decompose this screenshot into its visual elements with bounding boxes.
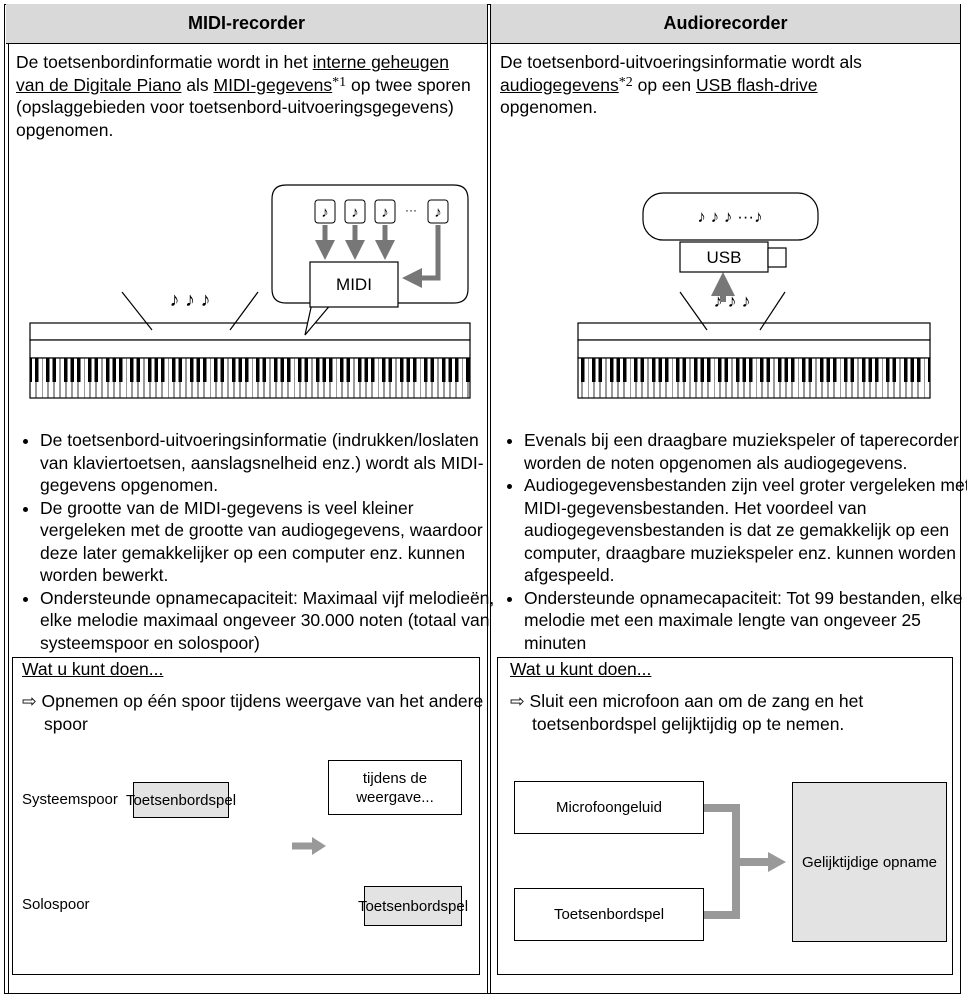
keyboard xyxy=(29,291,471,399)
note: ♪ xyxy=(381,204,389,221)
text: als xyxy=(181,74,214,95)
flow-box: Toetsenbordspel xyxy=(514,888,704,941)
underlined-term: audiogegevens xyxy=(500,74,619,95)
speech-bubble xyxy=(642,192,819,241)
bullet: De toetsenbord-uitvoeringsinformatie (in… xyxy=(40,429,500,497)
note-box xyxy=(344,199,366,224)
footnote-ref: *1 xyxy=(332,74,347,90)
note: ♪ xyxy=(321,204,329,221)
midi-label: MIDI xyxy=(336,275,372,294)
notes: ♪ ♪ ♪ xyxy=(713,291,750,311)
usb-label: USB xyxy=(707,248,742,267)
underlined-term: MIDI-gegevens xyxy=(213,74,333,95)
intro: De toetsenbordinformatie wordt in het in… xyxy=(16,51,478,141)
text: op twee sporen (opslaggebieden voor toet… xyxy=(16,74,471,140)
keyboard xyxy=(577,291,931,399)
arrows xyxy=(315,225,441,288)
box-item: Sluit een microfoon aan om de zang en he… xyxy=(510,690,967,735)
usb-stick xyxy=(679,241,769,273)
track-label: Systeemspoor xyxy=(22,791,118,808)
flow-box: tijdens de weergave... xyxy=(328,760,462,815)
column-header: MIDI-recorder xyxy=(6,4,487,44)
bullet: Ondersteunde opnamecapaciteit: Maximaal … xyxy=(40,587,500,655)
border-line xyxy=(8,44,9,994)
track-label: Solospoor xyxy=(22,896,90,913)
diagrams: ♪ ♪ ♪ ♪ ♪ ♪ ♪ ··· MIDI ♪ ♪ ♪ ♪ ♪ ♪ ···♪ … xyxy=(29,184,931,399)
note: ♪ xyxy=(351,204,359,221)
column-header: Audiorecorder xyxy=(491,4,960,44)
note-box xyxy=(314,199,336,224)
notes: ♪ ♪ ♪ ···♪ xyxy=(697,207,762,226)
arrow xyxy=(292,837,326,855)
note-box xyxy=(374,199,396,224)
box-item: Opnemen op één spoor tijdens weergave va… xyxy=(22,690,484,735)
column-divider xyxy=(487,4,491,994)
usb-plug xyxy=(767,247,787,268)
flow-box: Toetsenbordspel xyxy=(358,886,468,926)
underlined-term: USB flash-drive xyxy=(695,74,818,95)
note-box xyxy=(427,199,449,224)
flow-box: Gelijktijdige opname xyxy=(792,782,947,942)
text: opgenomen. xyxy=(500,97,598,117)
text: De toetsenbord-uitvoeringsinformatie wor… xyxy=(500,52,862,72)
notes: ♪ ♪ ♪ xyxy=(169,289,210,311)
text: De toetsenbordinformatie wordt in het xyxy=(16,52,313,72)
footnote-ref: *2 xyxy=(618,74,633,90)
flow-box: Microfoongeluid xyxy=(514,781,704,834)
underlined-term: interne geheugen van de Digitale Piano xyxy=(16,52,449,95)
flow-box: Toetsenbordspel xyxy=(126,782,236,818)
bullet: Audiogegevensbestanden zijn veel groter … xyxy=(524,474,967,587)
bullet-list: De toetsenbord-uitvoeringsinformatie (in… xyxy=(18,429,500,654)
box-title: Wat u kunt doen... xyxy=(22,659,164,679)
bullet-list: Evenals bij een draagbare muziekspeler o… xyxy=(502,429,967,654)
bullet: De grootte van de MIDI-gegevens is veel … xyxy=(40,497,500,587)
ellipsis: ··· xyxy=(405,203,417,217)
merge-arrow xyxy=(704,804,786,919)
intro: De toetsenbord-uitvoeringsinformatie wor… xyxy=(500,51,955,119)
midi-box xyxy=(309,261,399,308)
box-title: Wat u kunt doen... xyxy=(510,659,652,679)
bullet: Evenals bij een draagbare muziekspeler o… xyxy=(524,429,967,474)
text: op een xyxy=(632,74,696,95)
note: ♪ xyxy=(434,204,442,221)
bullet: Ondersteunde opnamecapaciteit: Tot 99 be… xyxy=(524,587,967,655)
